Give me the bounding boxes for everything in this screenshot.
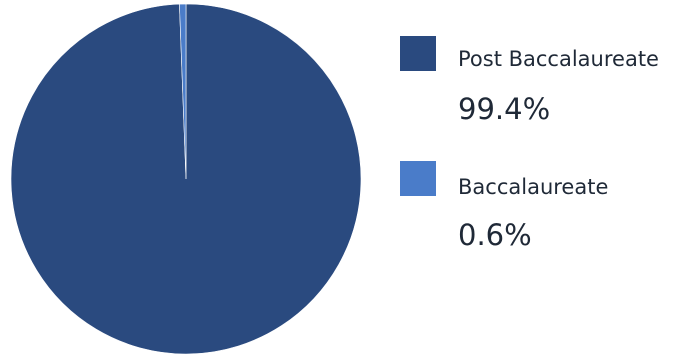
legend-item-baccalaureate: Baccalaureate 0.6%: [400, 161, 608, 252]
pie-slice-baccalaureate: [179, 3, 187, 180]
legend-swatch-post-baccalaureate: [400, 36, 436, 71]
legend: Post Baccalaureate 99.4% Baccalaureate 0…: [400, 36, 659, 252]
legend-value-post-baccalaureate: 99.4%: [458, 92, 550, 126]
legend-swatch-baccalaureate: [400, 161, 436, 196]
legend-item-post-baccalaureate: Post Baccalaureate 99.4%: [400, 36, 659, 126]
legend-label-baccalaureate: Baccalaureate: [458, 175, 608, 199]
pie-slices: [10, 3, 362, 355]
legend-value-baccalaureate: 0.6%: [458, 218, 532, 252]
legend-label-post-baccalaureate: Post Baccalaureate: [458, 47, 659, 71]
